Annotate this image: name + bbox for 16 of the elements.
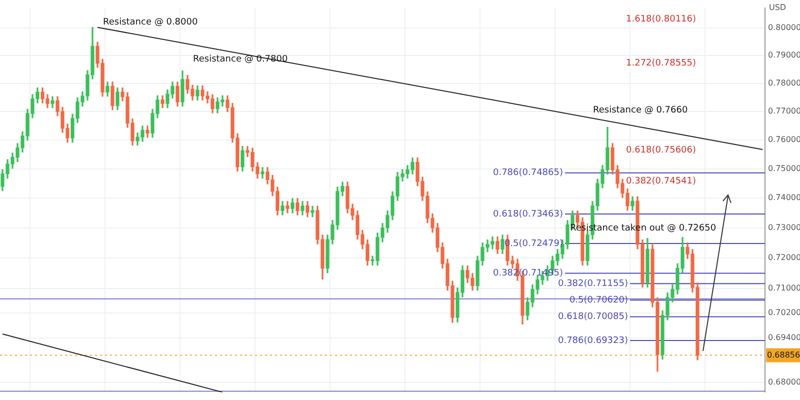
ref-line-label: 0.68856 [767, 350, 800, 360]
ref-line-label: 0.786(0.69323) [558, 336, 628, 346]
y-axis-title: USD [769, 3, 786, 12]
ref-line-label: 0.618(0.70085) [558, 312, 628, 322]
ref-line-label: 0.382(0.71155) [558, 279, 628, 289]
ref-line-label: 0.618(0.73463) [492, 209, 563, 220]
annotation: 0.382(0.74541) [626, 176, 696, 186]
ref-line-label: 0.786(0.74865) [492, 168, 563, 178]
annotation: 0.618(0.75606) [626, 145, 696, 156]
annotation: Resistance @ 0.8000 [103, 17, 198, 28]
candlestick [260, 167, 264, 179]
annotation: Resistance @ 0.7660 [593, 105, 688, 116]
candlestick [310, 206, 314, 218]
annotation: 1.272(0.78555) [626, 58, 696, 68]
annotation: 1.618(0.80116) [626, 14, 696, 24]
candlestick [146, 126, 150, 138]
